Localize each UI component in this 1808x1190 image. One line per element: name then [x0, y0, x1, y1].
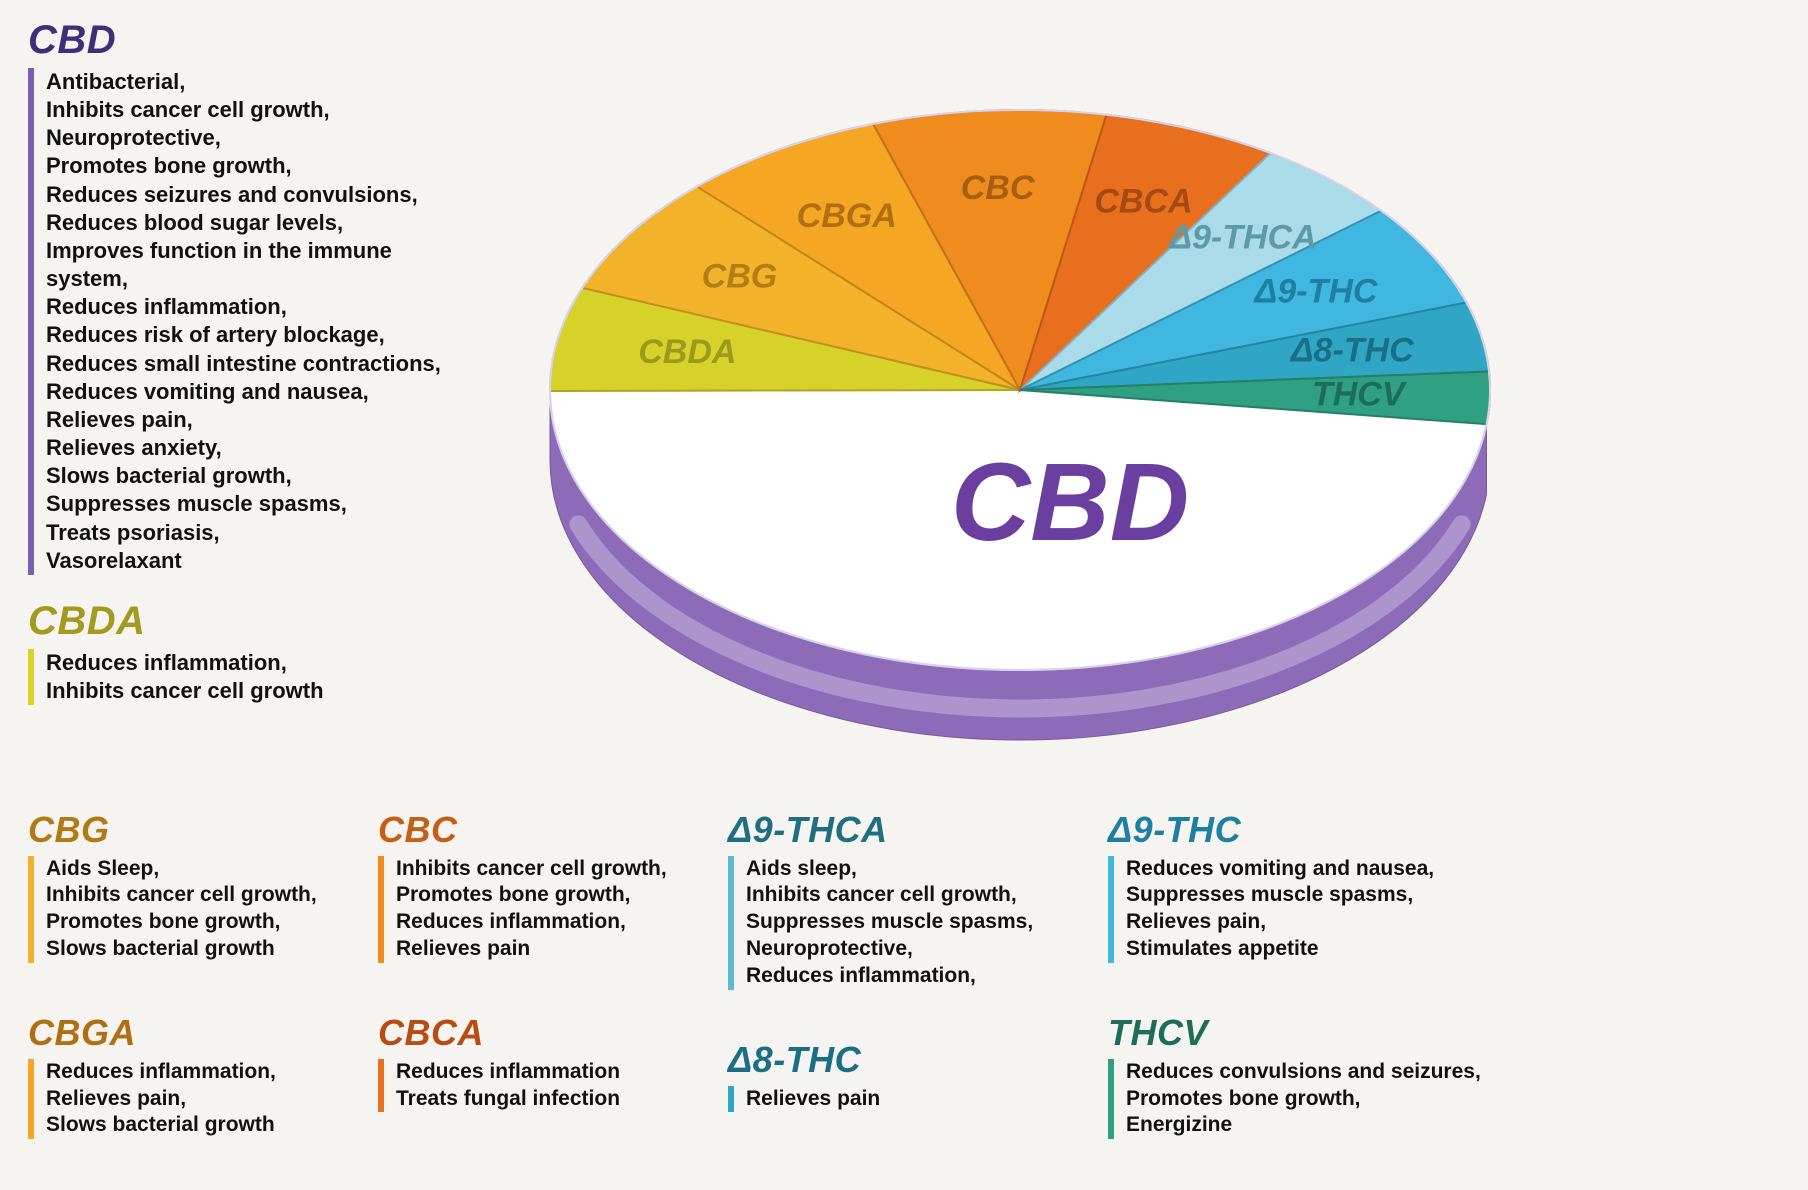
section-item: Reduces inflammation, [46, 293, 448, 321]
pie-center-label: CBD [951, 441, 1189, 564]
section-item: Neuroprotective, [46, 124, 448, 152]
section-d9thca: Δ9-THCA Aids sleep,Inhibits cancer cell g… [728, 810, 1068, 990]
section-item: Neuroprotective, [746, 936, 1068, 963]
section-item: Relieves pain [396, 936, 688, 963]
pie-label-d9thca: Δ9-THCA [1167, 218, 1317, 256]
section-item: Slows bacterial growth [46, 1112, 338, 1139]
section-item: Suppresses muscle spasms, [746, 909, 1068, 936]
section-item: Slows bacterial growth, [46, 462, 448, 490]
section-item: Relieves anxiety, [46, 434, 448, 462]
section-body-cbg: Aids Sleep,Inhibits cancer cell growth,P… [28, 856, 338, 964]
section-item: Aids sleep, [746, 856, 1068, 883]
section-item: Reduces small intestine contractions, [46, 350, 448, 378]
pie-label-d9thc: Δ9-THC [1253, 272, 1378, 310]
section-item: Suppresses muscle spasms, [46, 490, 448, 518]
section-item: Reduces blood sugar levels, [46, 209, 448, 237]
pie-chart: CBDA CBG CBGA CBC CBCAΔ9-THCA Δ9-THC Δ8-THC THC… [470, 0, 1570, 800]
section-item: Inhibits cancer cell growth, [46, 96, 448, 124]
pie-label-cbda: CBDA [638, 333, 736, 371]
pie-svg: CBDA CBG CBGA CBC CBCAΔ9-THCA Δ9-THC Δ8-THC THC… [470, 0, 1570, 800]
section-title-d9thca: Δ9-THCA [728, 810, 1068, 850]
section-thcv: THCV Reduces convulsions and seizures,Pro… [1108, 1013, 1508, 1139]
section-item: Reduces risk of artery blockage, [46, 321, 448, 349]
section-cbga: CBGA Reduces inflammation,Relieves pain,S… [28, 1013, 338, 1139]
section-item: Vasorelaxant [46, 547, 448, 575]
section-item: Treats psoriasis, [46, 519, 448, 547]
section-body-cbca: Reduces inflammationTreats fungal infect… [378, 1059, 688, 1113]
section-cbda: CBDA Reduces inflammation,Inhibits cancer… [28, 599, 448, 705]
section-title-thcv: THCV [1108, 1013, 1508, 1053]
section-title-d8thc: Δ8-THC [728, 1040, 1068, 1080]
section-item: Relieves pain, [1126, 909, 1508, 936]
pie-label-cbga: CBGA [797, 197, 897, 235]
pie-label-cbca: CBCA [1094, 182, 1192, 220]
bottom-col-2: CBC Inhibits cancer cell growth,Promotes … [378, 810, 688, 1163]
section-cbca: CBCA Reduces inflammationTreats fungal in… [378, 1013, 688, 1112]
section-item: Treats fungal infection [396, 1086, 688, 1113]
section-item: Suppresses muscle spasms, [1126, 882, 1508, 909]
pie-label-cbc: CBC [961, 169, 1035, 207]
section-item: Reduces convulsions and seizures, [1126, 1059, 1508, 1086]
pie-label-d8thc: Δ8-THC [1289, 332, 1414, 370]
section-item: Relieves pain, [46, 1086, 338, 1113]
section-title-cbga: CBGA [28, 1013, 338, 1053]
section-title-cbd: CBD [28, 18, 448, 62]
section-item: Inhibits cancer cell growth, [746, 882, 1068, 909]
section-item: Relieves pain [746, 1086, 1068, 1113]
bottom-col-3: Δ9-THCA Aids sleep,Inhibits cancer cell g… [728, 810, 1068, 1163]
section-body-d9thca: Aids sleep,Inhibits cancer cell growth,S… [728, 856, 1068, 990]
section-item: Stimulates appetite [1126, 936, 1508, 963]
section-item: Reduces inflammation, [746, 963, 1068, 990]
section-item: Promotes bone growth, [1126, 1086, 1508, 1113]
section-title-cbc: CBC [378, 810, 688, 850]
section-item: Inhibits cancer cell growth, [46, 882, 338, 909]
section-title-cbg: CBG [28, 810, 338, 850]
section-item: Reduces inflammation, [396, 909, 688, 936]
section-item: Reduces vomiting and nausea, [1126, 856, 1508, 883]
section-item: Promotes bone growth, [396, 882, 688, 909]
section-title-cbda: CBDA [28, 599, 448, 643]
section-item: Antibacterial, [46, 68, 448, 96]
left-column: CBDAntibacterial,Inhibits cancer cell gr… [28, 18, 448, 729]
section-item: Aids Sleep, [46, 856, 338, 883]
section-item: Reduces vomiting and nausea, [46, 378, 448, 406]
section-item: Inhibits cancer cell growth, [396, 856, 688, 883]
section-item: Slows bacterial growth [46, 936, 338, 963]
pie-label-thcv: THCV [1312, 376, 1408, 414]
section-item: Improves function in the immune system, [46, 237, 448, 293]
section-body-d8thc: Relieves pain [728, 1086, 1068, 1113]
section-body-d9thc: Reduces vomiting and nausea,Suppresses m… [1108, 856, 1508, 964]
section-item: Reduces seizures and convulsions, [46, 181, 448, 209]
section-body-cbga: Reduces inflammation,Relieves pain,Slows… [28, 1059, 338, 1140]
section-item: Reduces inflammation [396, 1059, 688, 1086]
bottom-col-4: Δ9-THC Reduces vomiting and nausea,Suppre… [1108, 810, 1508, 1163]
pie-label-cbg: CBG [702, 257, 778, 295]
section-item: Inhibits cancer cell growth [46, 677, 448, 705]
section-item: Reduces inflammation, [46, 649, 448, 677]
section-body-cbc: Inhibits cancer cell growth,Promotes bon… [378, 856, 688, 964]
section-body-cbd: Antibacterial,Inhibits cancer cell growt… [28, 68, 448, 575]
bottom-sections: CBGAids Sleep,Inhibits cancer cell growt… [28, 810, 1508, 1163]
section-title-d9thc: Δ9-THC [1108, 810, 1508, 850]
section-body-thcv: Reduces convulsions and seizures,Promote… [1108, 1059, 1508, 1140]
section-item: Promotes bone growth, [46, 152, 448, 180]
section-item: Reduces inflammation, [46, 1059, 338, 1086]
section-cbg: CBG Aids Sleep,Inhibits cancer cell growt… [28, 810, 338, 963]
section-title-cbca: CBCA [378, 1013, 688, 1053]
section-item: Relieves pain, [46, 406, 448, 434]
section-body-cbda: Reduces inflammation,Inhibits cancer cel… [28, 649, 448, 705]
section-cbc: CBC Inhibits cancer cell growth,Promotes … [378, 810, 688, 963]
section-d9thc: Δ9-THC Reduces vomiting and nausea,Suppre… [1108, 810, 1508, 963]
bottom-col-1: CBG Aids Sleep,Inhibits cancer cell growt… [28, 810, 338, 1163]
section-d8thc: Δ8-THC Relieves pain [728, 1040, 1068, 1112]
section-item: Energizine [1126, 1112, 1508, 1139]
section-cbd: CBD Antibacterial,Inhibits cancer cell gr… [28, 18, 448, 575]
section-item: Promotes bone growth, [46, 909, 338, 936]
